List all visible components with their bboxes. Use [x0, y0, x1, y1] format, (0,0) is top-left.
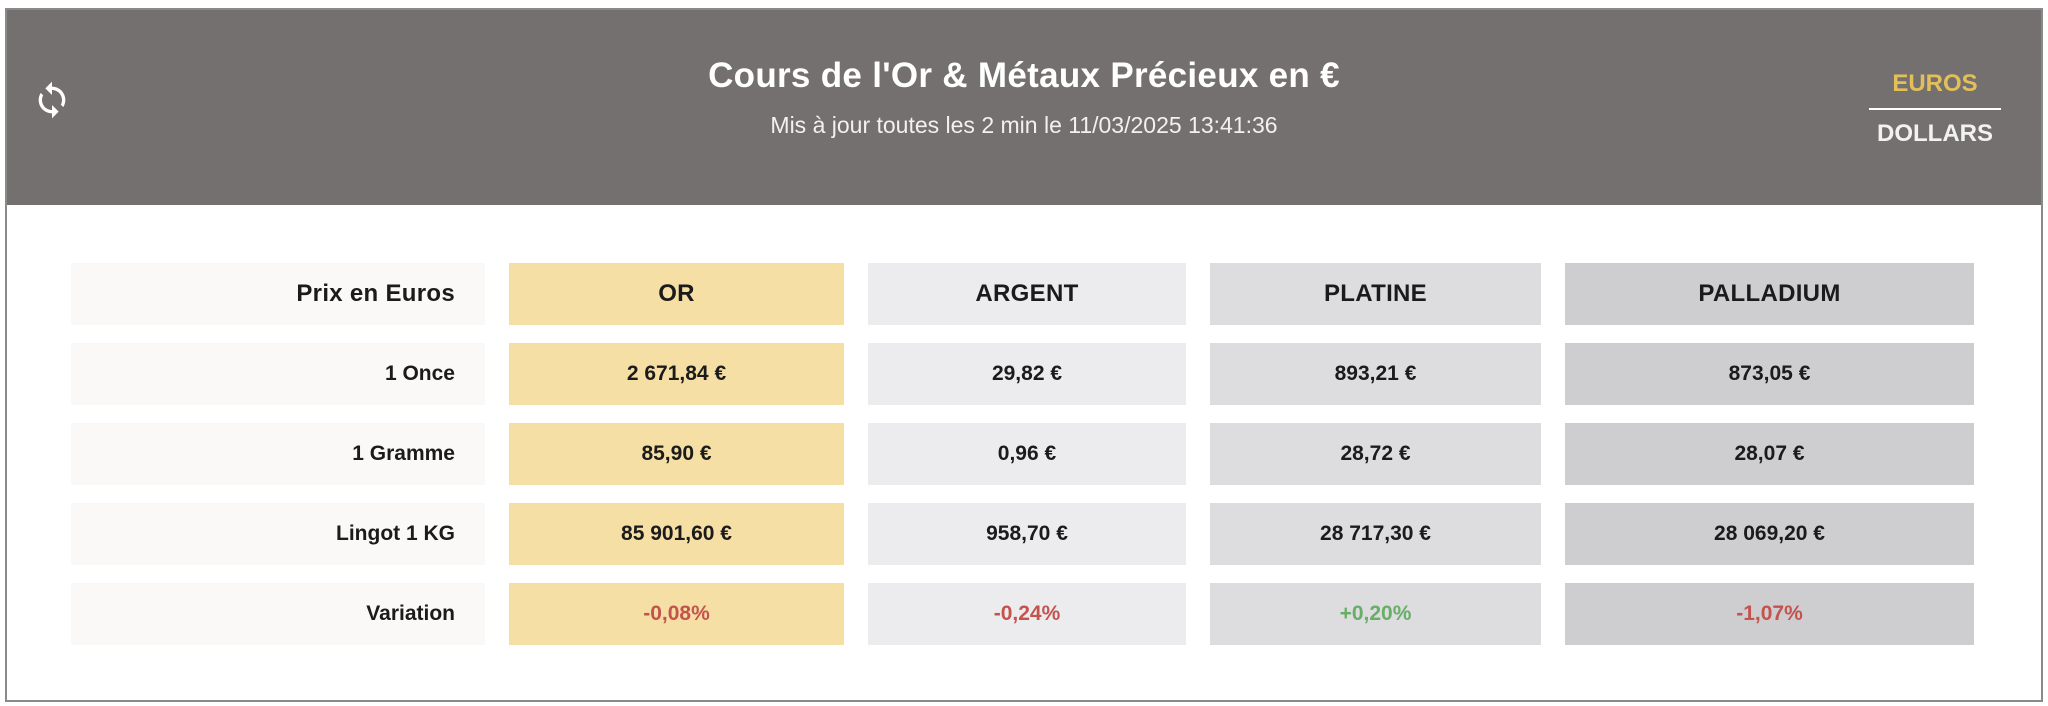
column-header-argent: ARGENT — [868, 263, 1186, 325]
refresh-icon — [38, 81, 66, 118]
column-header-or: OR — [509, 263, 844, 325]
price-argent-gramme: 0,96 € — [868, 423, 1186, 485]
price-or-once: 2 671,84 € — [509, 343, 844, 405]
column-header-palladium: PALLADIUM — [1565, 263, 1974, 325]
price-or-lingot: 85 901,60 € — [509, 503, 844, 565]
variation-platine: +0,20% — [1210, 583, 1541, 645]
row-label-gramme: 1 Gramme — [71, 423, 485, 485]
currency-option-dollars[interactable]: DOLLARS — [1877, 120, 1993, 147]
currency-option-euros[interactable]: EUROS — [1892, 70, 1978, 97]
variation-palladium: -1,07% — [1565, 583, 1974, 645]
last-updated-text: Mis à jour toutes les 2 min le 11/03/202… — [770, 112, 1278, 138]
price-platine-gramme: 28,72 € — [1210, 423, 1541, 485]
page-title: Cours de l'Or & Métaux Précieux en € — [708, 56, 1340, 95]
column-header-platine: PLATINE — [1210, 263, 1541, 325]
price-argent-lingot: 958,70 € — [868, 503, 1186, 565]
currency-toggle-divider — [1869, 108, 2001, 110]
price-or-gramme: 85,90 € — [509, 423, 844, 485]
refresh-button[interactable] — [29, 78, 75, 124]
widget-header: Cours de l'Or & Métaux Précieux en € Mis… — [7, 10, 2041, 205]
price-platine-once: 893,21 € — [1210, 343, 1541, 405]
gold-price-widget: Cours de l'Or & Métaux Précieux en € Mis… — [5, 8, 2043, 702]
price-platine-lingot: 28 717,30 € — [1210, 503, 1541, 565]
row-label-variation: Variation — [71, 583, 485, 645]
variation-argent: -0,24% — [868, 583, 1186, 645]
currency-toggle: EUROS DOLLARS — [1869, 70, 2001, 148]
price-palladium-gramme: 28,07 € — [1565, 423, 1974, 485]
price-argent-once: 29,82 € — [868, 343, 1186, 405]
prices-table: Prix en Euros OR ARGENT PLATINE PALLADIU… — [71, 263, 2041, 645]
row-label-lingot: Lingot 1 KG — [71, 503, 485, 565]
table-corner-label: Prix en Euros — [71, 263, 485, 325]
price-palladium-lingot: 28 069,20 € — [1565, 503, 1974, 565]
row-label-once: 1 Once — [71, 343, 485, 405]
variation-or: -0,08% — [509, 583, 844, 645]
price-palladium-once: 873,05 € — [1565, 343, 1974, 405]
header-titles: Cours de l'Or & Métaux Précieux en € Mis… — [7, 10, 2041, 139]
